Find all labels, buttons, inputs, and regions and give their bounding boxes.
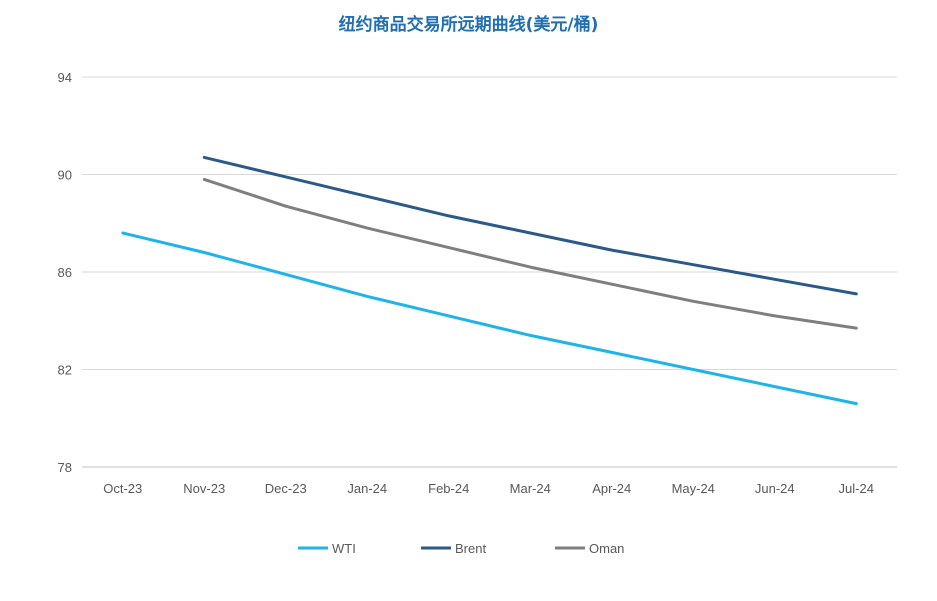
x-tick-label: Jan-24 (347, 481, 387, 496)
x-tick-label: Dec-23 (265, 481, 307, 496)
legend-label-brent: Brent (455, 541, 486, 556)
x-axis: Oct-23 Nov-23 Dec-23 Jan-24 Feb-24 Mar-24 Apr-… (103, 481, 874, 496)
x-tick-label: Nov-23 (183, 481, 225, 496)
y-tick-label: 94 (58, 70, 72, 85)
legend: WTI Brent Oman (298, 541, 624, 556)
gridlines (82, 76, 897, 468)
x-tick-label: Apr-24 (592, 481, 631, 496)
chart-title: 纽约商品交易所远期曲线(美元/桶) (338, 15, 599, 35)
x-tick-label: Jul-24 (839, 481, 874, 496)
y-tick-label: 90 (58, 168, 72, 183)
x-tick-label: Mar-24 (510, 481, 551, 496)
series-line-brent (202, 155, 858, 296)
y-tick-label: 86 (58, 265, 72, 280)
x-tick-label: Oct-23 (103, 481, 142, 496)
x-tick-label: May-24 (672, 481, 715, 496)
legend-label-wti: WTI (332, 541, 356, 556)
legend-label-oman: Oman (589, 541, 624, 556)
series-line-wti (121, 231, 858, 406)
x-tick-label: Jun-24 (755, 481, 795, 496)
y-tick-label: 78 (58, 460, 72, 475)
y-tick-label: 82 (58, 363, 72, 378)
y-axis: 78 82 86 90 94 (58, 70, 72, 475)
series-lines (121, 155, 858, 406)
series-line-oman (202, 177, 858, 330)
x-tick-label: Feb-24 (428, 481, 469, 496)
